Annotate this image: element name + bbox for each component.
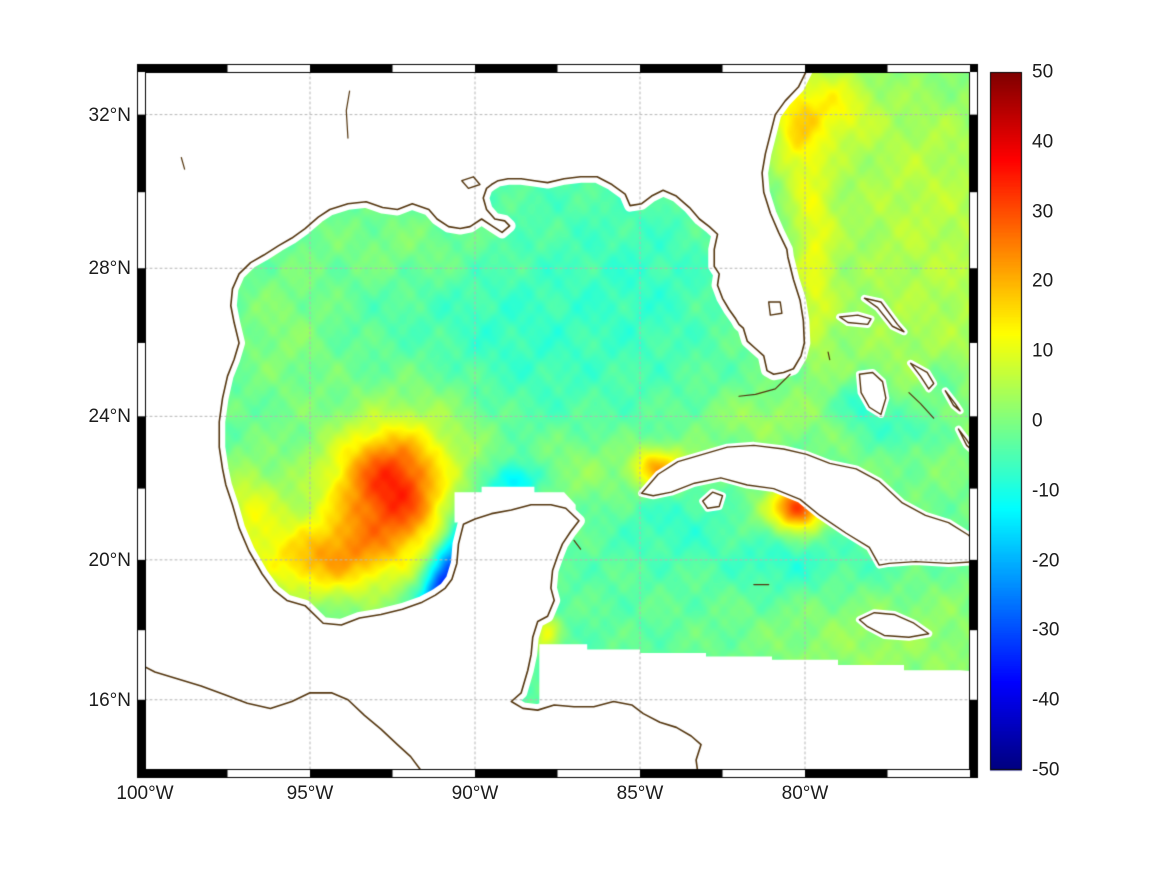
colorbar-tick-label: -10 <box>1032 480 1060 502</box>
colorbar-tick-label: -20 <box>1032 550 1060 572</box>
colorbar-tick-label: 50 <box>1032 61 1054 83</box>
colorbar-tick-label: 0 <box>1032 410 1043 432</box>
colorbar-tick-label: 20 <box>1032 270 1054 292</box>
lat-tick-label: 28°N <box>88 258 131 280</box>
lat-tick-label: 32°N <box>88 104 131 126</box>
lat-tick-label: 24°N <box>88 406 131 428</box>
lon-tick-label: 95°W <box>286 783 334 804</box>
colorbar-tick-label: 10 <box>1032 340 1054 362</box>
lat-tick-label: 20°N <box>88 549 131 571</box>
colorbar-tick-label: -40 <box>1032 689 1060 711</box>
colorbar-tick-label: -30 <box>1032 619 1060 641</box>
lon-tick-label: 100°W <box>116 783 174 804</box>
lat-tick-label: 16°N <box>88 689 131 711</box>
colorbar-tick-label: 30 <box>1032 201 1054 223</box>
colorbar-tick-label: -50 <box>1032 759 1060 781</box>
lon-tick-label: 85°W <box>616 783 664 804</box>
lon-tick-label: 90°W <box>451 783 499 804</box>
colorbar-tick-label: 40 <box>1032 131 1054 153</box>
lon-tick-label: 80°W <box>781 783 829 804</box>
